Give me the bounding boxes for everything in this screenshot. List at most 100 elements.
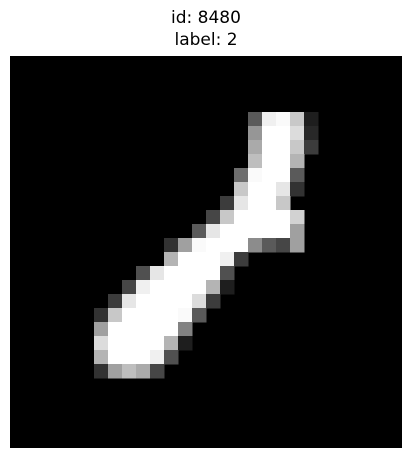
digit-pixel [248, 182, 263, 197]
digit-pixel [136, 280, 151, 295]
digit-pixel [136, 364, 151, 379]
digit-pixel [192, 224, 207, 239]
digit-pixel [290, 168, 305, 183]
digit-pixel [164, 266, 179, 281]
digit-pixel [136, 294, 151, 309]
digit-pixel [276, 140, 291, 155]
digit-pixel [136, 322, 151, 337]
digit-pixel [262, 224, 277, 239]
digit-pixel [206, 280, 221, 295]
digit-pixel [290, 224, 305, 239]
digit-pixel [206, 294, 221, 309]
digit-pixel [150, 308, 165, 323]
digit-pixel [164, 294, 179, 309]
digit-pixel [178, 252, 193, 267]
digit-pixel [304, 112, 319, 127]
digit-pixel [150, 280, 165, 295]
digit-pixel [178, 322, 193, 337]
digit-pixel [304, 140, 319, 155]
digit-pixel [290, 154, 305, 169]
digit-pixel [220, 210, 235, 225]
digit-pixel [108, 350, 123, 365]
digit-pixel [276, 238, 291, 253]
digit-pixel [248, 126, 263, 141]
digit-pixel [290, 126, 305, 141]
digit-pixel [122, 308, 137, 323]
digit-pixel [150, 336, 165, 351]
digit-pixel [164, 238, 179, 253]
digit-pixel [108, 322, 123, 337]
digit-pixel [220, 280, 235, 295]
digit-pixel [290, 140, 305, 155]
digit-pixel [178, 294, 193, 309]
digit-pixel [150, 294, 165, 309]
digit-pixel [94, 350, 109, 365]
digit-pixel [206, 224, 221, 239]
digit-pixel [248, 154, 263, 169]
digit-pixel [192, 294, 207, 309]
figure-title-label: label: 2 [174, 30, 238, 50]
digit-pixel [276, 168, 291, 183]
digit-pixel [290, 182, 305, 197]
digit-pixel [276, 154, 291, 169]
digit-pixel [276, 196, 291, 211]
digit-pixel [178, 266, 193, 281]
digit-pixel [136, 336, 151, 351]
digit-pixel [220, 252, 235, 267]
digit-pixel [220, 196, 235, 211]
digit-pixel [122, 294, 137, 309]
digit-pixel [248, 112, 263, 127]
digit-pixel [262, 182, 277, 197]
digit-pixel [150, 322, 165, 337]
digit-pixel [248, 168, 263, 183]
digit-pixel [178, 280, 193, 295]
digit-pixel [164, 280, 179, 295]
digit-pixel [290, 210, 305, 225]
digit-pixel [164, 336, 179, 351]
digit-pixel [178, 238, 193, 253]
digit-pixel [94, 336, 109, 351]
digit-pixel [192, 252, 207, 267]
digit-pixel [262, 112, 277, 127]
digit-pixel [136, 308, 151, 323]
digit-pixel [220, 238, 235, 253]
digit-pixel [136, 350, 151, 365]
digit-pixel [234, 252, 249, 267]
digit-pixel [234, 238, 249, 253]
digit-pixel [248, 238, 263, 253]
digit-image-panel [10, 56, 402, 448]
digit-pixel [290, 238, 305, 253]
digit-pixel [122, 350, 137, 365]
digit-pixel [108, 308, 123, 323]
digit-pixel [94, 364, 109, 379]
digit-pixel [276, 112, 291, 127]
digit-pixel [262, 168, 277, 183]
digit-pixel [192, 238, 207, 253]
digit-pixel [164, 350, 179, 365]
digit-pixel [220, 224, 235, 239]
digit-pixel [262, 126, 277, 141]
digit-pixel [262, 210, 277, 225]
digit-pixel [234, 168, 249, 183]
digit-pixel [94, 308, 109, 323]
digit-pixel [276, 126, 291, 141]
digit-image [10, 56, 402, 448]
digit-pixel [206, 252, 221, 267]
digit-pixel [150, 364, 165, 379]
digit-pixel [234, 224, 249, 239]
digit-pixel [220, 266, 235, 281]
digit-pixel [290, 112, 305, 127]
digit-pixel [304, 126, 319, 141]
digit-pixel [192, 280, 207, 295]
digit-pixel [178, 308, 193, 323]
digit-pixel [206, 238, 221, 253]
digit-pixel [262, 196, 277, 211]
digit-pixel [164, 322, 179, 337]
digit-pixel [192, 308, 207, 323]
digit-pixel [178, 336, 193, 351]
digit-pixel [248, 210, 263, 225]
digit-pixel [108, 364, 123, 379]
digit-pixel [192, 266, 207, 281]
digit-pixel [122, 322, 137, 337]
